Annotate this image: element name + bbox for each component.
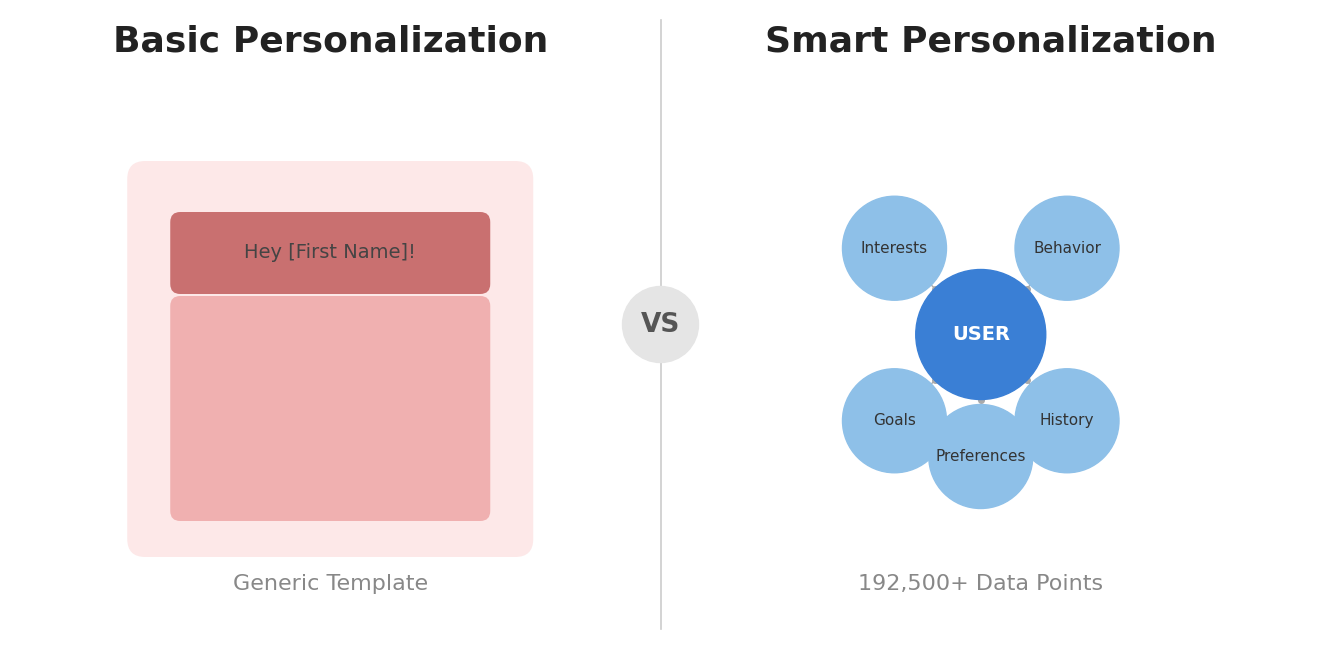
Text: Preferences: Preferences (935, 449, 1026, 464)
Text: Interests: Interests (861, 241, 929, 256)
Text: History: History (1040, 413, 1094, 428)
Text: Basic Personalization: Basic Personalization (112, 25, 548, 59)
Text: USER: USER (951, 325, 1009, 344)
Text: VS: VS (641, 312, 680, 337)
Ellipse shape (929, 404, 1033, 509)
Ellipse shape (915, 269, 1046, 400)
Ellipse shape (1015, 196, 1119, 300)
Text: Smart Personalization: Smart Personalization (765, 25, 1217, 59)
Ellipse shape (1015, 369, 1119, 472)
Ellipse shape (843, 196, 946, 300)
Text: Hey [First Name]!: Hey [First Name]! (244, 243, 416, 262)
Text: Generic Template: Generic Template (232, 574, 428, 594)
Ellipse shape (622, 286, 699, 363)
FancyBboxPatch shape (127, 161, 534, 557)
Text: 192,500+ Data Points: 192,500+ Data Points (859, 574, 1103, 594)
FancyBboxPatch shape (170, 296, 490, 521)
Text: Goals: Goals (873, 413, 915, 428)
Ellipse shape (843, 369, 946, 472)
FancyBboxPatch shape (170, 212, 490, 294)
Text: Behavior: Behavior (1033, 241, 1100, 256)
